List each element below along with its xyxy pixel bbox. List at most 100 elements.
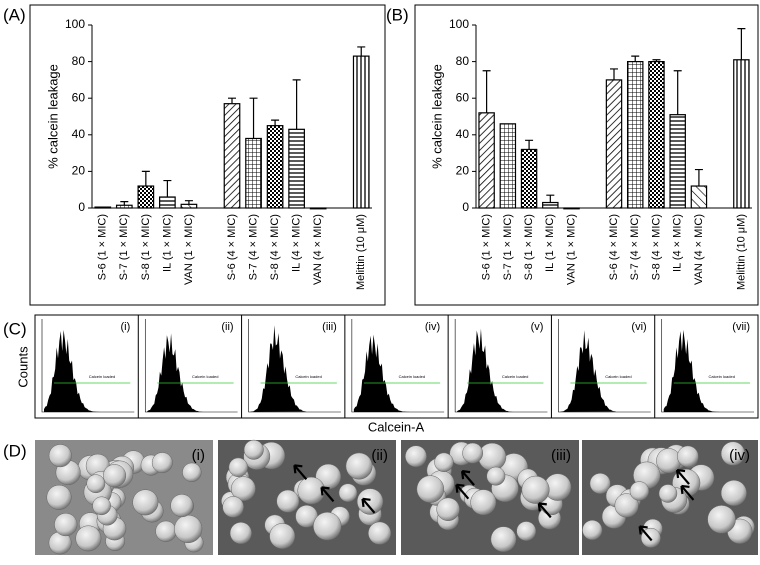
error-bar (694, 168, 703, 187)
sem-image: (iii) (401, 440, 579, 555)
error-bar (610, 68, 618, 80)
error-bar (184, 200, 193, 205)
x-tick-label: Melittin (10 μM) (355, 214, 367, 290)
cell (132, 489, 159, 516)
x-tick-label: VAN (4 × MIC) (693, 214, 705, 285)
histogram-shape (457, 328, 514, 412)
arrow (680, 484, 695, 501)
y-tick-label: 20 (72, 164, 86, 178)
cell (516, 521, 537, 541)
bar (499, 123, 517, 209)
panel-frame (29, 4, 386, 306)
cell (92, 496, 111, 516)
panel-label: (B) (386, 5, 409, 24)
cell (720, 441, 746, 466)
cell (345, 452, 373, 480)
x-tick-label: S-8 (1 × MIC) (140, 214, 152, 280)
error-bar (292, 79, 301, 130)
cell (269, 523, 296, 550)
cell (629, 481, 650, 501)
cell (405, 445, 427, 468)
y-tick-label: 80 (456, 54, 470, 68)
bar (648, 60, 665, 209)
cell (462, 442, 484, 464)
error-bar (163, 179, 172, 198)
panel-label: (D) (3, 441, 27, 460)
bar (309, 207, 327, 210)
x-tick-label: S-7 (4 × MIC) (629, 214, 641, 280)
plot-label: (iv) (425, 321, 440, 333)
x-tick-label: Melittin (10 μM) (735, 214, 747, 290)
bar (520, 148, 538, 209)
cell (589, 473, 611, 494)
arrow (460, 470, 475, 486)
y-tick-label: 60 (456, 90, 470, 104)
cell (151, 452, 173, 474)
image-label: (iv) (729, 447, 750, 464)
arrow (455, 483, 470, 500)
error-bar (546, 194, 555, 203)
panel-frame (414, 4, 759, 306)
bar (690, 185, 708, 209)
bar (626, 60, 644, 209)
sem-image: (ii) (218, 439, 396, 555)
bar (223, 103, 241, 209)
cell (276, 489, 300, 513)
gate-label: Calcein loaded (708, 374, 734, 379)
error-bar (525, 139, 534, 150)
cell (677, 445, 699, 468)
cell (436, 497, 460, 521)
error-bar (357, 46, 366, 57)
bar (542, 201, 559, 209)
cell (231, 476, 256, 502)
error-bar (249, 97, 258, 139)
error-bar (271, 119, 280, 126)
bar (669, 114, 686, 209)
plot-axes (661, 319, 754, 413)
gate-label: Calcein loaded (605, 374, 631, 379)
x-tick-label: S-8 (1 × MIC) (523, 214, 535, 280)
histogram-shape (44, 329, 100, 412)
x-tick-label: IL (1 × MIC) (161, 214, 173, 272)
histogram-shape (353, 334, 410, 412)
x-tick-label: S-6 (4 × MIC) (226, 214, 238, 280)
cell (521, 475, 550, 504)
cell (182, 462, 202, 483)
y-tick-label: 0 (462, 200, 469, 214)
sem-image: (i) (35, 440, 213, 555)
error-bar (141, 170, 150, 187)
cell (707, 505, 736, 534)
cell (229, 522, 252, 545)
cell (434, 452, 454, 472)
cell (48, 444, 72, 468)
cell (243, 439, 264, 460)
cell (46, 484, 72, 510)
x-tick-label: IL (1 × MIC) (544, 214, 556, 272)
cell (297, 476, 326, 505)
bar (733, 59, 750, 209)
sem-image: (iv) (582, 440, 758, 555)
x-tick-label: IL (4 × MIC) (291, 214, 303, 272)
cell (582, 519, 603, 541)
bar (288, 128, 305, 209)
gate-label: Calcein loaded (192, 374, 218, 379)
plot-axes (558, 319, 651, 413)
bar (352, 55, 370, 209)
error-bar (652, 59, 661, 62)
cell (313, 512, 342, 541)
bar (180, 203, 198, 209)
panel-frame (34, 314, 759, 419)
error-bar (737, 28, 746, 60)
plot-axes (144, 319, 238, 413)
cell (338, 483, 358, 503)
error-bar (631, 55, 640, 62)
bar (478, 112, 495, 209)
bar (563, 207, 580, 210)
cell (416, 475, 445, 503)
x-tick-label: S-6 (1 × MIC) (97, 214, 109, 280)
histogram-shape (147, 333, 204, 412)
plot-label: (i) (121, 321, 131, 333)
bar (159, 196, 176, 209)
arrow (537, 502, 552, 519)
